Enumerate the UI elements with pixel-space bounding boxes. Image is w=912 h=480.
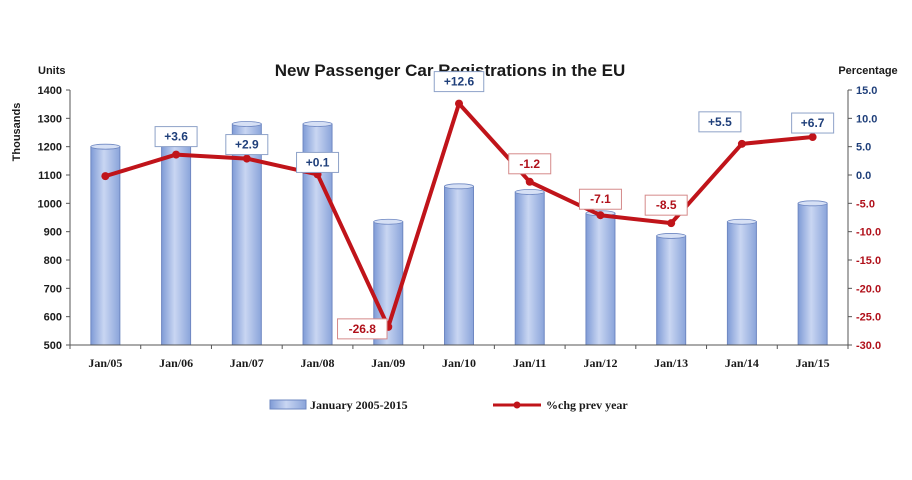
left-axis-tick-label: 800 <box>44 255 62 267</box>
data-label-box <box>433 71 485 93</box>
right-axis-tick-label: 10.0 <box>856 113 877 125</box>
line-point <box>737 139 746 148</box>
data-label: +6.7 <box>801 116 825 130</box>
x-axis-tick-label: Jan/15 <box>796 356 830 370</box>
line-point <box>101 172 110 181</box>
left-axis-tick-label: 1200 <box>38 142 62 154</box>
right-axis-tick-label: -10.0 <box>856 227 881 239</box>
data-label-box <box>698 111 742 133</box>
left-axis-tick-label: 700 <box>44 283 62 295</box>
data-label-box <box>337 318 388 340</box>
legend-line-marker <box>513 401 521 409</box>
bar-top <box>302 121 333 127</box>
line-point <box>596 211 605 220</box>
right-axis-tick-label: 0.0 <box>856 170 871 182</box>
right-axis-label: Percentage <box>838 65 897 77</box>
data-label: +0.1 <box>306 155 330 169</box>
line-point <box>808 133 817 142</box>
data-label-box <box>644 194 688 216</box>
bar <box>585 212 616 346</box>
x-axis-tick-label: Jan/08 <box>301 356 335 370</box>
x-axis-tick-label: Jan/11 <box>513 356 546 370</box>
bar-top <box>373 218 404 225</box>
chart-title: New Passenger Car Registrations in the E… <box>275 61 626 80</box>
data-label: +12.6 <box>444 75 475 89</box>
right-axis-tick-label: -15.0 <box>856 255 881 267</box>
x-axis-tick-label: Jan/10 <box>442 356 476 370</box>
left-axis-tick-label: 500 <box>44 340 62 352</box>
legend: January 2005-2015 %chg prev year <box>269 398 628 412</box>
right-axis-tick-label: 5.0 <box>856 142 871 154</box>
bar-top <box>514 189 545 195</box>
legend-line-label: %chg prev year <box>546 398 628 412</box>
data-label: -26.8 <box>349 322 377 336</box>
data-label: -1.2 <box>519 157 540 171</box>
x-axis-tick-label: Jan/07 <box>230 356 264 370</box>
right-axis-tick-label: -20.0 <box>856 283 881 295</box>
x-axis-tick-label: Jan/14 <box>725 356 759 370</box>
x-axis-tick-label: Jan/13 <box>654 356 688 370</box>
line-point <box>525 177 534 186</box>
x-axis-tick-label: Jan/12 <box>583 356 617 370</box>
data-label-box <box>225 134 269 156</box>
legend-bar-label: January 2005-2015 <box>310 398 408 412</box>
left-axis-tick-label: 1400 <box>38 85 62 97</box>
left-axis-unit-label: Units <box>38 65 66 77</box>
bar <box>656 235 687 346</box>
line-point <box>242 154 251 163</box>
legend-bar-swatch <box>269 399 307 410</box>
right-axis-tick-label: 15.0 <box>856 85 877 97</box>
left-axis-tick-label: 1300 <box>38 113 62 125</box>
data-label-box <box>791 112 835 134</box>
data-label: -7.1 <box>590 192 611 206</box>
line-point <box>172 150 181 159</box>
data-label-box <box>508 153 552 175</box>
data-label-box <box>578 188 622 210</box>
bar-top <box>444 183 474 190</box>
data-label: +5.5 <box>708 115 732 129</box>
data-label: -8.5 <box>656 198 677 212</box>
bar-top <box>656 233 687 239</box>
data-label: +2.9 <box>235 138 259 152</box>
left-axis-tick-label: 600 <box>44 312 62 324</box>
bar <box>161 134 192 346</box>
data-label: +3.6 <box>164 130 188 144</box>
bar <box>444 185 474 346</box>
bar-top <box>797 200 828 207</box>
left-axis-tick-label: 1000 <box>38 198 62 210</box>
x-axis-tick-label: Jan/06 <box>159 356 193 370</box>
data-label-box <box>154 126 198 148</box>
axes-layer: 500 600 700 800 900 1000 1100 1200 1300 1400 -30.0… <box>38 85 882 370</box>
right-axis-tick-label: -5.0 <box>856 198 875 210</box>
data-label-box <box>296 151 340 173</box>
left-axis-title: Thousands <box>11 103 23 162</box>
x-axis-tick-label: Jan/09 <box>371 356 405 370</box>
x-axis-tick-label: Jan/05 <box>88 356 122 370</box>
bar-top <box>231 121 262 127</box>
bar <box>90 146 121 346</box>
right-axis-tick-label: -25.0 <box>856 312 881 324</box>
left-axis-tick-label: 900 <box>44 227 62 239</box>
line-point <box>455 99 463 108</box>
data-labels-layer: +3.6 +2.9 +0.1 -26.8 +12.6 -1.2 -7.1 -8.5 +5.5 +6… <box>154 71 835 340</box>
bar-top <box>727 218 757 225</box>
left-axis-tick-label: 1100 <box>38 170 62 182</box>
bar-top <box>90 143 121 150</box>
bar <box>797 202 828 346</box>
bar <box>726 221 757 346</box>
line-point <box>667 219 676 228</box>
right-axis-tick-label: -30.0 <box>856 340 881 352</box>
bar <box>514 191 545 346</box>
